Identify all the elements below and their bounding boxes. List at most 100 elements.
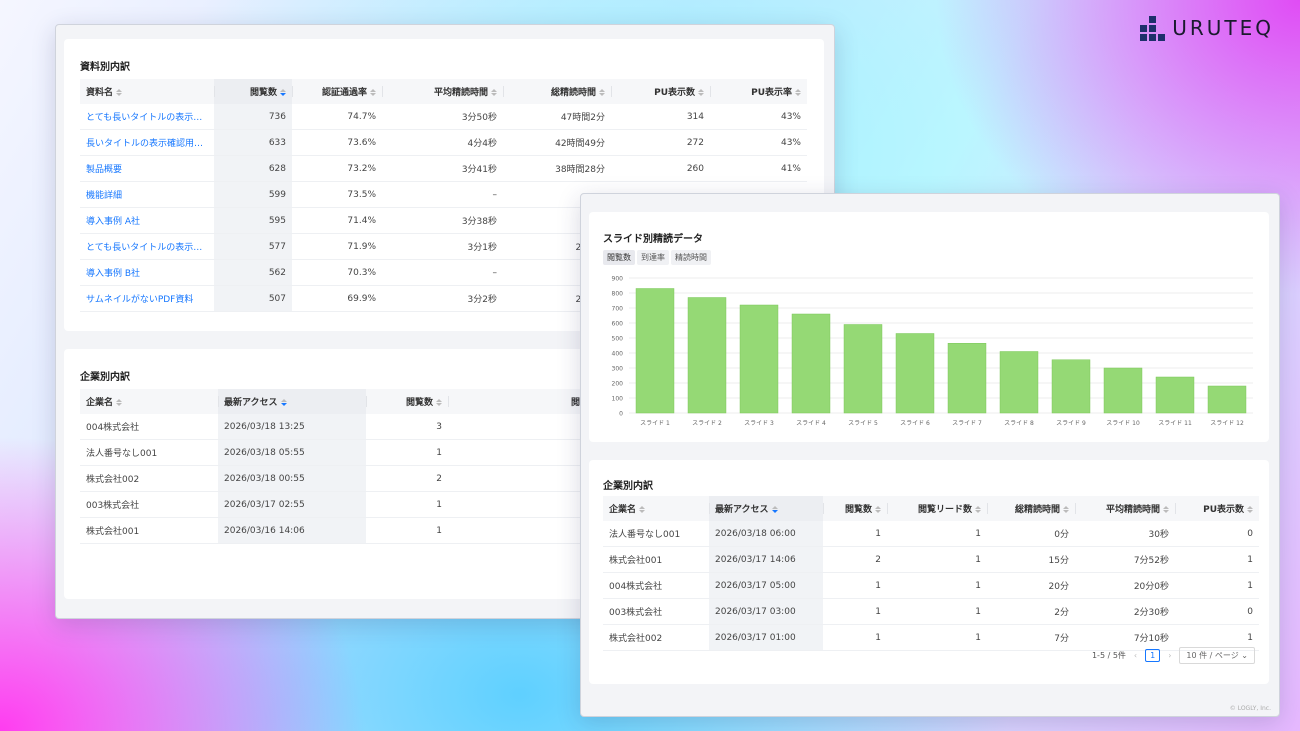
sort-icon[interactable]	[1063, 505, 1069, 514]
page-size-select[interactable]: 10 件 / ページ ⌄	[1179, 647, 1255, 664]
chart-tabs: 閲覧数 到達率 精読時間	[603, 250, 711, 265]
bar[interactable]	[999, 351, 1039, 414]
column-header[interactable]: PU表示数	[611, 79, 710, 104]
table-row[interactable]: 長いタイトルの表示確認用… 633 73.6% 4分4秒 42時間49分 272 43%	[80, 129, 807, 156]
bar[interactable]	[687, 297, 727, 414]
bar[interactable]	[1155, 376, 1195, 414]
sort-icon[interactable]	[436, 398, 442, 407]
table-cell[interactable]: とても長いタイトルの表示…	[80, 233, 214, 260]
sort-icon[interactable]	[795, 88, 801, 97]
table-cell: 562	[214, 259, 292, 286]
tab-reach-rate[interactable]: 到達率	[637, 250, 669, 265]
table-cell[interactable]: とても長いタイトルの表示…	[80, 104, 214, 130]
table-cell: 4分4秒	[382, 129, 503, 156]
column-header[interactable]: 総精読時間	[987, 496, 1075, 521]
x-tick-label: スライド 1	[640, 420, 670, 427]
column-header[interactable]: 最新アクセス	[218, 389, 366, 414]
table-cell[interactable]: 導入事例 B社	[80, 259, 214, 286]
bar[interactable]	[895, 333, 935, 414]
companies-card-right: 企業別内訳 企業名 最新アクセス 閲覧数 閲覧リード数 総精読時間 平均精読時間 PU表示数…	[589, 460, 1269, 684]
sort-icon[interactable]	[698, 88, 704, 97]
table-cell: 3分41秒	[382, 155, 503, 182]
column-header[interactable]: 企業名	[603, 496, 709, 521]
table-cell: 1	[823, 598, 887, 625]
sort-icon[interactable]	[639, 505, 646, 514]
sort-icon[interactable]	[280, 398, 287, 407]
bar[interactable]	[635, 288, 675, 414]
table-cell[interactable]: 長いタイトルの表示確認用…	[80, 129, 214, 156]
tab-read-time[interactable]: 精読時間	[671, 250, 711, 265]
column-header[interactable]: 閲覧数	[214, 79, 292, 104]
column-label: PU表示数	[654, 88, 695, 98]
table-row[interactable]: 株式会社001 2026/03/17 14:06 2 1 15分 7分52秒 1	[603, 546, 1259, 573]
table-cell: 3分38秒	[382, 207, 503, 234]
table-cell: 003株式会社	[603, 598, 709, 625]
column-header[interactable]: 閲覧数	[823, 496, 887, 521]
companies-right-title: 企業別内訳	[603, 481, 653, 492]
x-tick-label: スライド 5	[848, 420, 878, 427]
bar[interactable]	[843, 324, 883, 414]
table-row[interactable]: 株式会社002 2026/03/17 01:00 1 1 7分 7分10秒 1	[603, 624, 1259, 651]
column-header[interactable]: 平均精読時間	[1075, 496, 1175, 521]
column-label: 認証通過率	[321, 88, 367, 98]
sort-icon[interactable]	[771, 505, 778, 514]
tab-views[interactable]: 閲覧数	[603, 250, 635, 265]
table-row[interactable]: 製品概要 628 73.2% 3分41秒 38時間28分 260 41%	[80, 155, 807, 182]
table-cell: 314	[611, 104, 710, 130]
table-cell[interactable]: 機能詳細	[80, 181, 214, 208]
table-row[interactable]: 004株式会社 2026/03/17 05:00 1 1 20分 20分0秒 1	[603, 572, 1259, 599]
table-cell: 599	[214, 181, 292, 208]
table-cell: 004株式会社	[603, 572, 709, 599]
table-cell[interactable]: サムネイルがないPDF資料	[80, 285, 214, 312]
bar[interactable]	[739, 304, 779, 414]
column-header[interactable]: PU表示数	[1175, 496, 1259, 521]
table-row[interactable]: とても長いタイトルの表示… 736 74.7% 3分50秒 47時間2分 314 43%	[80, 104, 807, 130]
column-header[interactable]: 閲覧数	[366, 389, 448, 414]
prev-page-button[interactable]: ‹	[1133, 651, 1138, 660]
sort-icon[interactable]	[599, 88, 605, 97]
table-row[interactable]: 法人番号なし001 2026/03/18 06:00 1 1 0分 30秒 0	[603, 521, 1259, 547]
sort-icon[interactable]	[491, 88, 497, 97]
table-cell: 15分	[987, 546, 1075, 573]
column-header[interactable]: 最新アクセス	[709, 496, 823, 521]
next-page-button[interactable]: ›	[1168, 651, 1172, 660]
y-tick-label: 900	[612, 276, 624, 283]
x-tick-label: スライド 11	[1158, 420, 1192, 427]
column-header[interactable]: PU表示率	[710, 79, 807, 104]
page-1-button[interactable]: 1	[1145, 649, 1161, 662]
sort-icon[interactable]	[280, 88, 286, 97]
sort-icon[interactable]	[370, 88, 376, 97]
bar[interactable]	[1103, 367, 1143, 414]
table-cell[interactable]: 製品概要	[80, 155, 214, 182]
column-label: PU表示率	[751, 88, 792, 98]
sort-icon[interactable]	[116, 88, 123, 97]
sort-icon[interactable]	[116, 398, 123, 407]
table-cell: 43%	[710, 129, 807, 156]
column-header[interactable]: 企業名	[80, 389, 218, 414]
sort-icon[interactable]	[1163, 505, 1169, 514]
column-header[interactable]: 閲覧リード数	[887, 496, 987, 521]
column-header[interactable]: 資料名	[80, 79, 214, 104]
column-header[interactable]: 総精読時間	[503, 79, 611, 104]
sort-icon[interactable]	[975, 505, 981, 514]
table-cell: 1	[887, 624, 987, 651]
bar[interactable]	[791, 313, 831, 414]
column-label: 企業名	[86, 398, 114, 408]
table-cell: 507	[214, 285, 292, 312]
copyright: © LOGLY, Inc.	[1229, 705, 1271, 712]
sort-icon[interactable]	[1247, 505, 1253, 514]
sort-icon[interactable]	[875, 505, 881, 514]
bar[interactable]	[1207, 385, 1247, 414]
column-header[interactable]: 平均精読時間	[382, 79, 503, 104]
bar[interactable]	[947, 343, 987, 414]
table-row[interactable]: 003株式会社 2026/03/17 03:00 1 1 2分 2分30秒 0	[603, 598, 1259, 625]
column-header[interactable]: 認証通過率	[292, 79, 382, 104]
bar[interactable]	[1051, 359, 1091, 414]
table-cell[interactable]: 導入事例 A社	[80, 207, 214, 234]
table-cell: 74.7%	[292, 104, 382, 130]
